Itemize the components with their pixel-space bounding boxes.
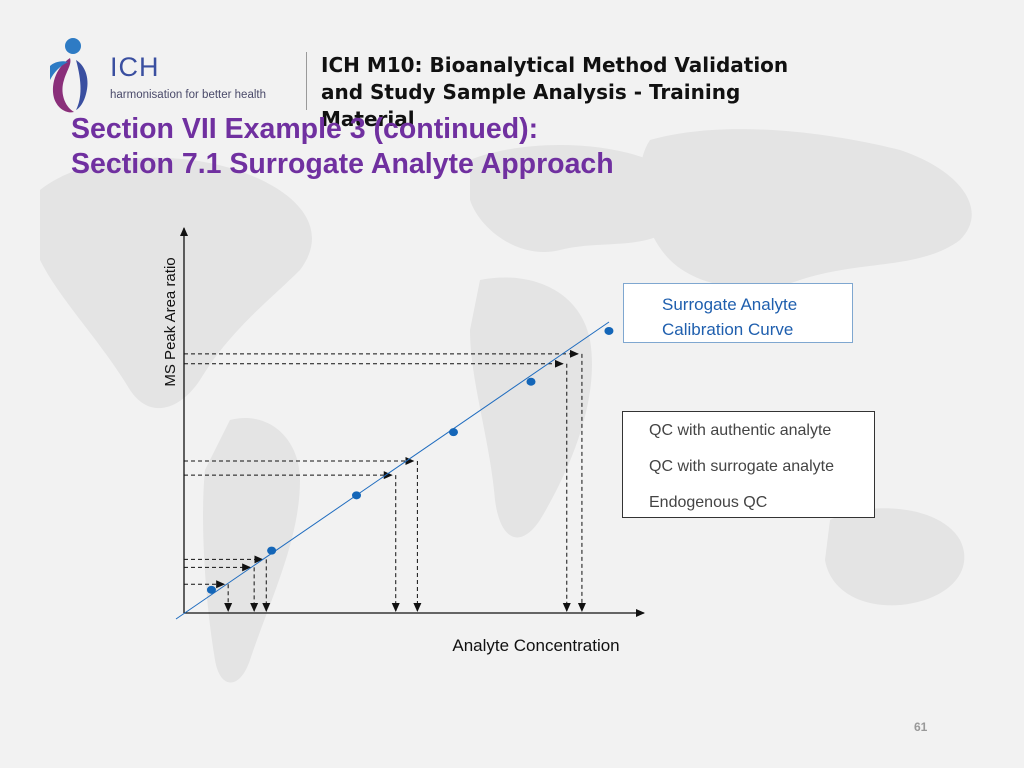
calibration-points bbox=[207, 327, 613, 594]
qc-legend: QC with authentic analyte QC with surrog… bbox=[622, 411, 875, 518]
y-axis-label: MS Peak Area ratio bbox=[162, 257, 179, 386]
calibration-curve-legend: Surrogate Analyte Calibration Curve bbox=[623, 283, 853, 343]
x-axis-label: Analyte Concentration bbox=[452, 636, 619, 655]
calibration-point bbox=[526, 378, 535, 386]
page-number: 61 bbox=[914, 720, 927, 734]
qc-legend-surrogate: QC with surrogate analyte bbox=[649, 458, 834, 476]
calibration-point bbox=[267, 547, 276, 555]
calibration-point bbox=[207, 586, 216, 594]
calibration-point bbox=[449, 428, 458, 436]
qc-legend-endogenous: Endogenous QC bbox=[649, 494, 767, 512]
calibration-curve-line bbox=[176, 322, 609, 619]
qc-legend-authentic: QC with authentic analyte bbox=[649, 422, 831, 440]
calibration-curve-label: Surrogate Analyte Calibration Curve bbox=[662, 292, 852, 342]
calibration-point bbox=[604, 327, 613, 335]
calibration-point bbox=[352, 491, 361, 499]
